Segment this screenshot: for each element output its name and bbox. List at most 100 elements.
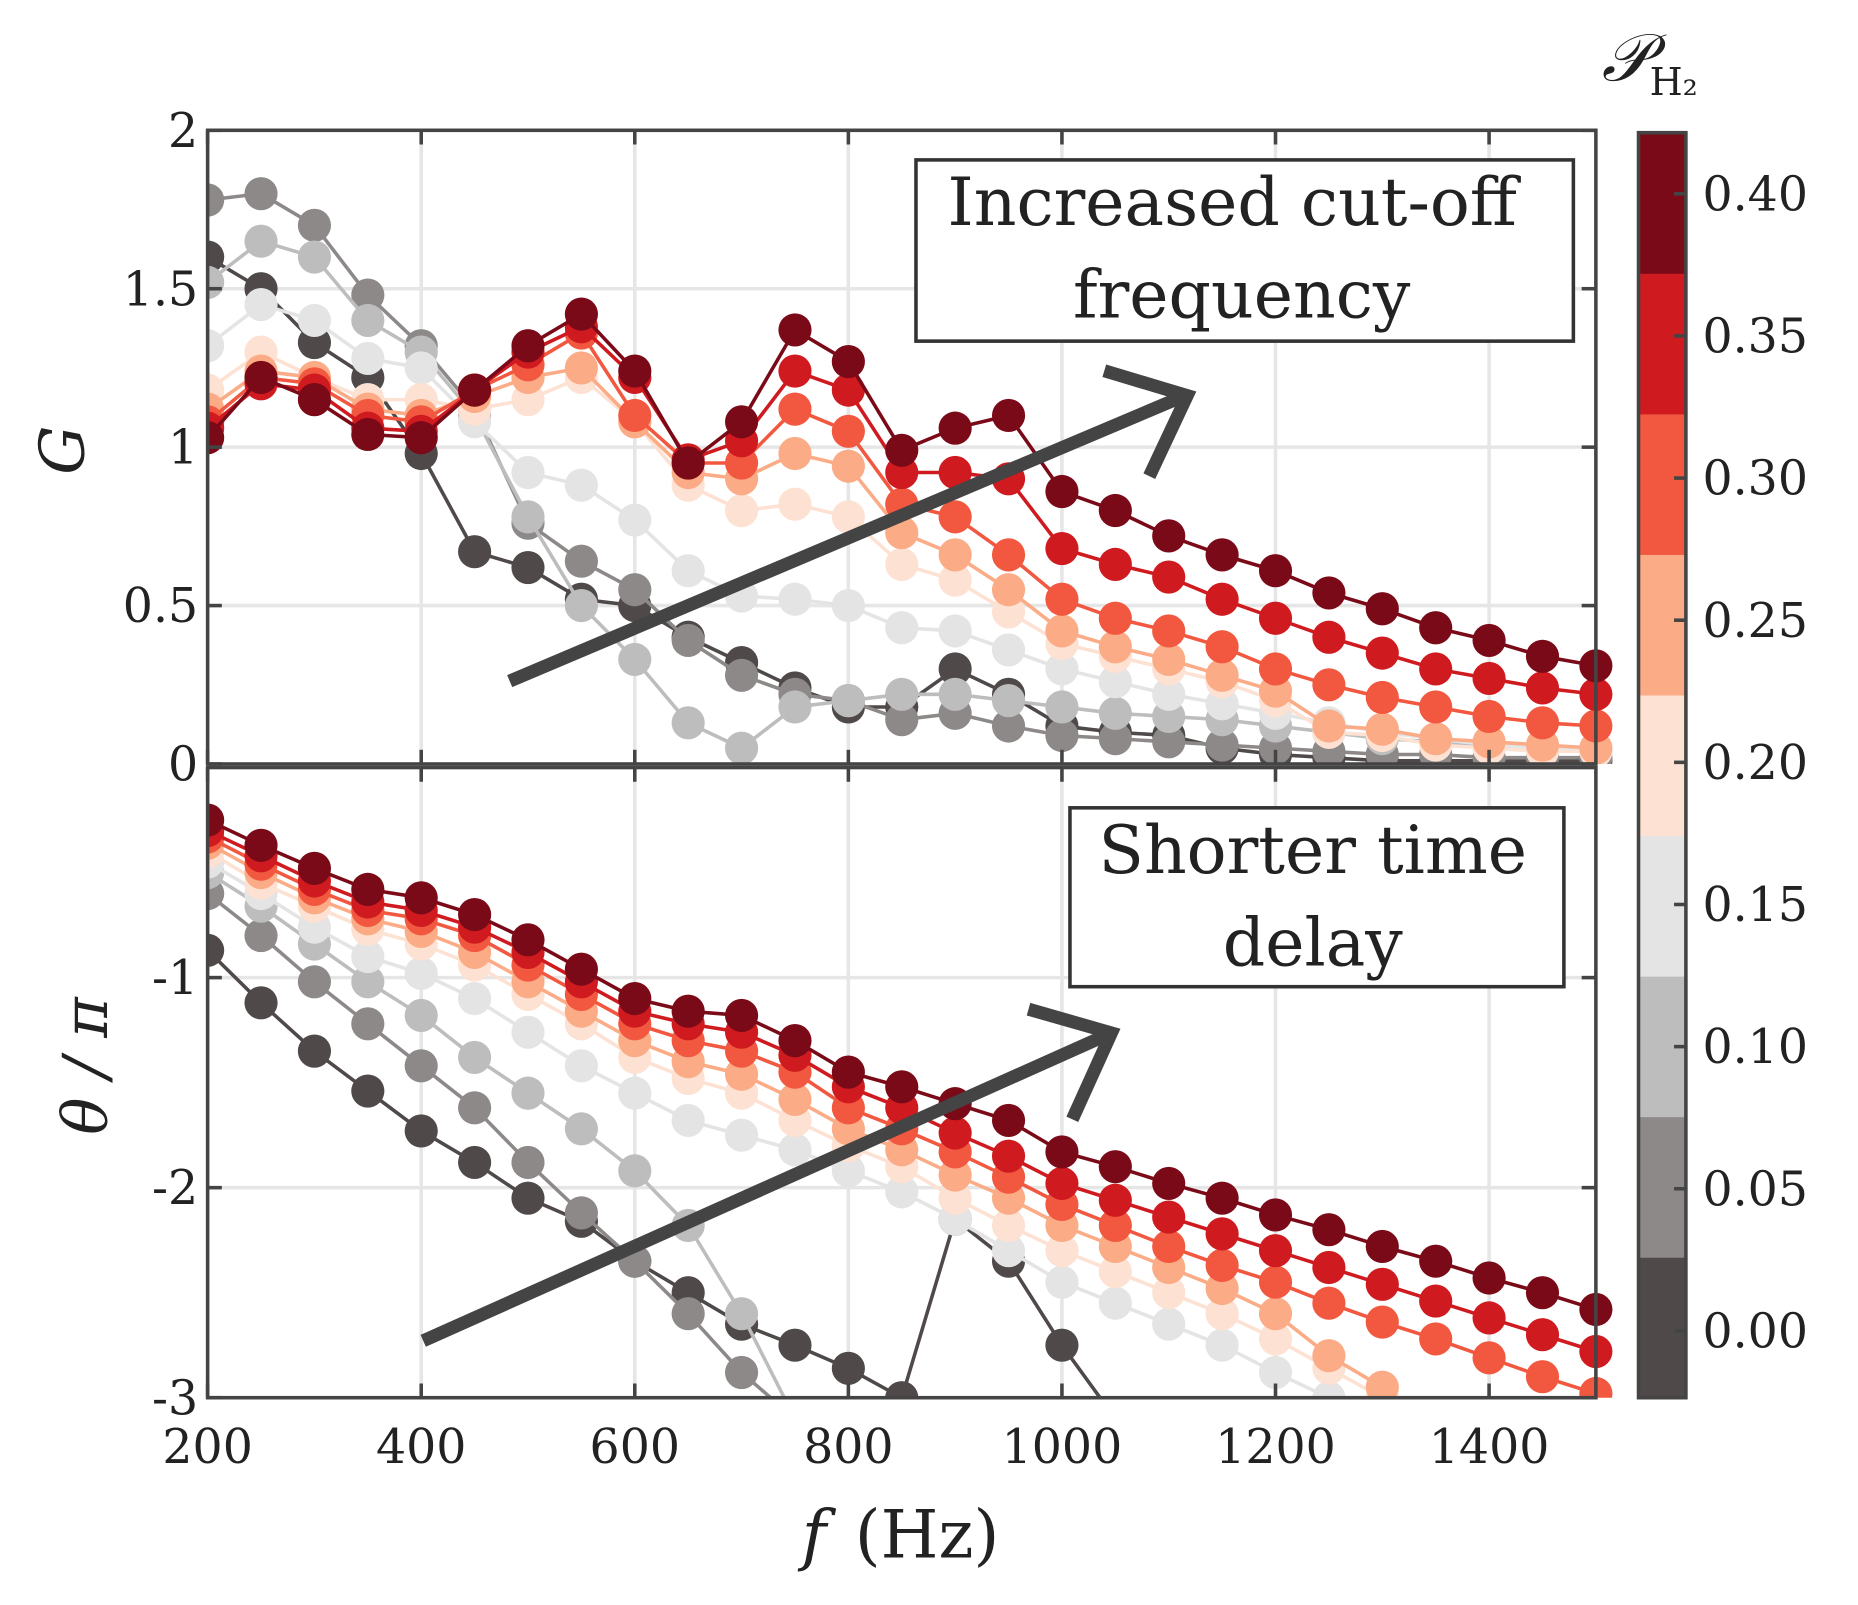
data-point xyxy=(1098,1183,1132,1217)
colorbar-tick-label: 0.35 xyxy=(1702,310,1807,365)
x-tick-label: 200 xyxy=(162,1420,252,1475)
data-point xyxy=(1205,538,1239,572)
y-tick-label: 1 xyxy=(168,421,198,476)
data-point xyxy=(885,1070,919,1104)
data-point xyxy=(671,1297,705,1331)
data-point xyxy=(351,417,385,452)
data-point xyxy=(351,278,385,312)
data-point xyxy=(1045,474,1079,509)
data-point xyxy=(458,982,492,1016)
x-axis-label: f (Hz) xyxy=(797,1496,1000,1574)
data-point xyxy=(207,265,225,299)
data-point xyxy=(511,1076,545,1110)
data-point xyxy=(1525,706,1560,740)
data-point xyxy=(1365,636,1399,670)
data-point xyxy=(1419,1322,1453,1356)
colorbar: 0.00 0.05 0.10 0.15 0.20 0.25 0.30 0.35 0.40 xyxy=(1636,130,1808,1400)
x-tick-label: 400 xyxy=(376,1420,466,1475)
colorbar-tick-label: 0.05 xyxy=(1702,1162,1807,1217)
data-point xyxy=(1152,519,1186,553)
colorbar-frame xyxy=(1636,130,1688,1400)
data-point xyxy=(618,642,652,677)
data-point xyxy=(1205,582,1239,616)
data-point xyxy=(1098,722,1132,756)
data-point xyxy=(1419,611,1453,645)
data-point xyxy=(938,1158,972,1192)
data-point xyxy=(831,345,865,379)
data-point xyxy=(671,623,705,658)
data-point xyxy=(297,851,332,885)
x-axis-label-symbol: f xyxy=(797,1496,837,1574)
data-point xyxy=(1258,1265,1293,1299)
data-point xyxy=(564,297,598,331)
data-point xyxy=(511,550,545,585)
data-point xyxy=(618,354,652,388)
data-point xyxy=(1258,1355,1293,1390)
data-point xyxy=(1152,677,1186,711)
data-point xyxy=(297,1034,332,1068)
data-point xyxy=(831,414,865,448)
data-point xyxy=(351,303,385,337)
data-point xyxy=(1419,722,1453,756)
data-point xyxy=(618,1154,652,1188)
series-0.05 xyxy=(207,877,774,1398)
data-point xyxy=(778,690,812,724)
data-point xyxy=(1152,560,1186,594)
data-point xyxy=(991,1139,1026,1173)
colorbar-tick-label: 0.10 xyxy=(1702,1020,1807,1075)
data-point xyxy=(1472,1341,1506,1375)
data-point xyxy=(1419,652,1453,686)
y-axis-label-top: G xyxy=(26,426,98,475)
colorbar-title: 𝒫H₂ xyxy=(1602,19,1698,104)
data-point xyxy=(724,1118,759,1152)
data-point xyxy=(297,383,332,417)
data-point xyxy=(1098,630,1132,664)
data-point xyxy=(1419,1284,1453,1318)
data-point xyxy=(1472,699,1506,734)
colorbar-bin xyxy=(1638,413,1686,555)
annotation-cutoff-line1: Increased cut-off xyxy=(948,163,1522,241)
data-point xyxy=(671,1103,705,1138)
data-point xyxy=(1312,1286,1346,1320)
data-point xyxy=(991,709,1026,743)
data-point xyxy=(1152,614,1186,648)
data-point xyxy=(724,658,759,692)
data-point xyxy=(458,373,492,407)
data-point xyxy=(207,933,225,967)
data-point xyxy=(1045,1234,1079,1268)
data-point xyxy=(938,677,972,711)
data-point xyxy=(458,898,492,932)
series-layer xyxy=(207,177,1613,1398)
data-point xyxy=(1365,1370,1399,1398)
data-point xyxy=(1365,1229,1399,1264)
data-point xyxy=(1045,1265,1079,1299)
data-point xyxy=(778,1024,812,1058)
panel-bottom-series xyxy=(207,803,1613,1398)
data-point xyxy=(1205,630,1239,664)
arrow-bottom xyxy=(420,1002,1121,1347)
data-point xyxy=(724,493,759,528)
data-point xyxy=(207,183,225,217)
data-point xyxy=(1045,1166,1079,1201)
data-point xyxy=(1045,1135,1079,1169)
data-point xyxy=(511,1181,545,1215)
data-point xyxy=(1098,493,1132,528)
x-tick-label: 800 xyxy=(803,1420,893,1475)
data-point xyxy=(1258,601,1293,635)
data-point xyxy=(724,1297,759,1331)
data-point xyxy=(404,956,438,990)
data-point xyxy=(1045,582,1079,616)
data-point xyxy=(885,703,919,737)
data-point xyxy=(297,208,332,242)
data-point xyxy=(564,1196,598,1230)
x-tick-label: 1200 xyxy=(1215,1420,1336,1475)
data-point xyxy=(1045,652,1079,686)
data-point xyxy=(831,500,865,534)
data-point xyxy=(1312,576,1346,610)
data-point xyxy=(458,1145,492,1180)
data-point xyxy=(671,994,705,1028)
data-point xyxy=(511,923,545,957)
data-point xyxy=(991,684,1026,718)
data-point xyxy=(671,446,705,480)
data-point xyxy=(885,433,919,467)
